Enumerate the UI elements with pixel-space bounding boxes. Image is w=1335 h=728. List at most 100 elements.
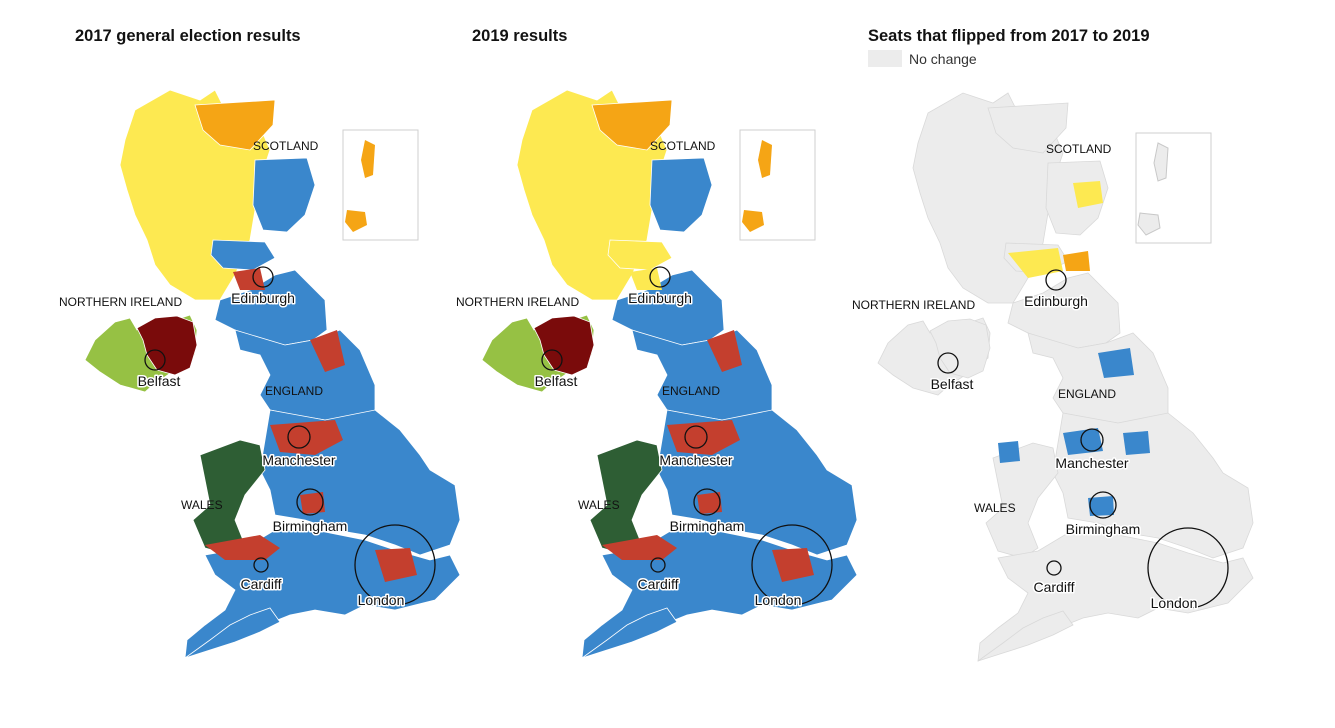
city-label-edinburgh: Edinburgh [628,290,692,306]
uk-map-flipped: SCOTLAND NORTHERN IRELAND ENGLAND WALES Edin… [852,92,1254,662]
region-scotland-north [987,102,1069,154]
city-label-birmingham: Birmingham [670,518,745,534]
region-label-wales: WALES [974,501,1016,515]
city-ring-cardiff [1046,560,1062,576]
orkney-islands [345,210,367,232]
flipped-to-con-northwest [1063,428,1103,455]
city-ring-belfast [144,349,166,371]
region-label-northern-ireland: NORTHERN IRELAND [852,298,975,312]
region-label-england: ENGLAND [265,384,323,398]
region-label-northern-ireland: NORTHERN IRELAND [456,295,579,309]
region-label-wales: WALES [578,498,620,512]
city-ring-belfast [541,349,563,371]
city-ring-birmingham [693,488,721,516]
city-ring-cardiff [650,557,666,573]
city-ring-london [354,524,436,606]
region-north-england [234,329,376,421]
region-scotland-north [591,99,673,151]
map-panel-2017: 2017 general election results SCOTLAND NO… [59,0,495,725]
labour-south-wales [205,535,280,560]
region-northern-ireland-east [929,318,991,379]
region-northern-ireland-east [136,315,198,376]
city-ring-manchester [684,425,708,449]
panel-title: Seats that flipped from 2017 to 2019 [868,27,1150,45]
city-ring-london [751,524,833,606]
city-label-cardiff: Cardiff [241,576,282,592]
city-label-birmingham: Birmingham [1066,521,1141,537]
region-south-west [184,607,281,659]
region-north-england [631,329,773,421]
labour-south-wales [602,535,677,560]
city-label-manchester: Manchester [1055,455,1128,471]
panel-title: 2017 general election results [75,27,301,45]
shetland-islands [361,140,375,178]
region-scotland-north [194,99,276,151]
region-label-england: ENGLAND [1058,387,1116,401]
region-label-northern-ireland: NORTHERN IRELAND [59,295,182,309]
city-label-london: London [755,592,802,608]
map-legend: No change [868,50,977,67]
city-ring-birmingham [296,488,324,516]
region-scotland-central [210,239,276,271]
legend-label: No change [909,50,977,67]
city-ring-edinburgh [1045,269,1067,291]
labour-northwest [667,420,740,455]
map-geography [84,89,461,659]
orkney-islands [742,210,764,232]
labour-northwest [270,420,343,455]
city-label-manchester: Manchester [262,452,335,468]
region-south-west [581,607,678,659]
city-label-belfast: Belfast [138,373,181,389]
city-ring-belfast [937,352,959,374]
city-label-cardiff: Cardiff [638,576,679,592]
map-geography [481,89,858,659]
city-label-edinburgh: Edinburgh [1024,293,1088,309]
region-northern-ireland-east [533,315,595,376]
region-label-scotland: SCOTLAND [650,139,716,153]
city-label-manchester: Manchester [659,452,732,468]
region-scotland-northeast [252,157,316,233]
region-label-scotland: SCOTLAND [1046,142,1112,156]
flipped-to-libdem [1063,251,1090,271]
flipped-to-con-wales-north [998,441,1020,463]
no-change-swatch [868,50,902,67]
region-north-england [1027,332,1169,424]
shetland-islands [758,140,772,178]
region-south-west [977,610,1074,662]
city-label-london: London [1151,595,1198,611]
map-panel-flipped: Seats that flipped from 2017 to 2019 No … [852,0,1288,725]
city-label-belfast: Belfast [931,376,974,392]
labour-london [375,548,417,582]
labour-northeast [310,330,345,372]
region-borders [611,269,725,346]
city-ring-manchester [1080,428,1104,452]
region-label-wales: WALES [181,498,223,512]
region-borders [214,269,328,346]
region-scotland-northeast [649,157,713,233]
labour-birmingham [300,492,325,514]
city-ring-london [1147,527,1229,609]
region-midlands [1052,412,1254,559]
city-ring-cardiff [253,557,269,573]
labour-northeast [707,330,742,372]
flipped-to-snp-northeast [1073,181,1103,208]
city-ring-manchester [287,425,311,449]
city-ring-edinburgh [649,266,671,288]
orkney-islands [1137,212,1161,236]
labour-london [772,548,814,582]
region-wales [985,442,1059,559]
city-label-edinburgh: Edinburgh [231,290,295,306]
flipped-to-con-midlands [1123,431,1150,455]
region-borders [1007,272,1121,349]
region-label-scotland: SCOTLAND [253,139,319,153]
panel-title: 2019 results [472,27,568,45]
city-label-birmingham: Birmingham [273,518,348,534]
city-ring-edinburgh [252,266,274,288]
city-ring-birmingham [1089,491,1117,519]
flipped-to-snp-central [1008,248,1063,278]
map-geography [877,92,1254,662]
city-label-london: London [358,592,405,608]
region-scotland-central [607,239,673,271]
city-label-belfast: Belfast [535,373,578,389]
map-panel-2019: 2019 results SCOTLAND NORTHERN IRELAND ENG… [456,0,892,725]
